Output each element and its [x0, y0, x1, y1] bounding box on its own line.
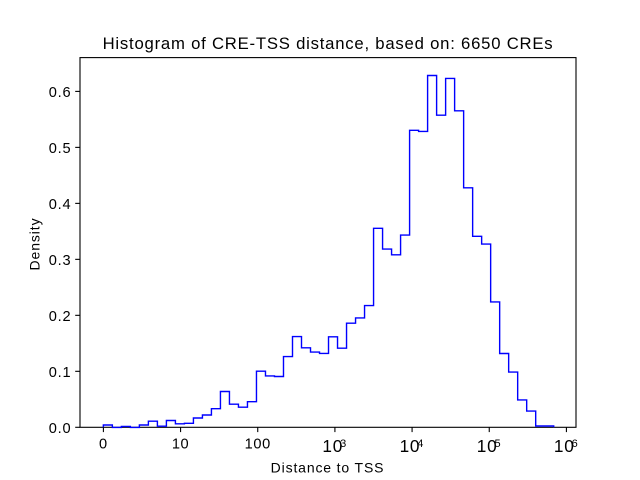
svg-text:0.1: 0.1	[49, 365, 72, 381]
svg-text:10: 10	[554, 436, 575, 456]
svg-text:Density: Density	[27, 218, 43, 271]
svg-text:10: 10	[172, 436, 189, 452]
svg-text:4: 4	[417, 438, 423, 450]
svg-text:0.4: 0.4	[49, 197, 72, 213]
svg-text:3: 3	[340, 438, 346, 450]
svg-text:Distance to TSS: Distance to TSS	[271, 460, 385, 476]
svg-text:10: 10	[400, 436, 421, 456]
svg-text:0.6: 0.6	[49, 85, 72, 101]
svg-text:6: 6	[572, 438, 578, 450]
svg-text:Histogram of CRE-TSS distance,: Histogram of CRE-TSS distance, based on:…	[103, 34, 554, 53]
svg-text:0.0: 0.0	[49, 421, 72, 437]
svg-text:10: 10	[477, 436, 498, 456]
svg-text:5: 5	[494, 438, 500, 450]
svg-text:0: 0	[99, 436, 108, 452]
svg-text:0.2: 0.2	[49, 309, 72, 325]
svg-text:0.5: 0.5	[49, 141, 72, 157]
svg-text:0.3: 0.3	[49, 253, 72, 269]
svg-text:10: 10	[322, 436, 343, 456]
svg-text:100: 100	[245, 436, 271, 452]
